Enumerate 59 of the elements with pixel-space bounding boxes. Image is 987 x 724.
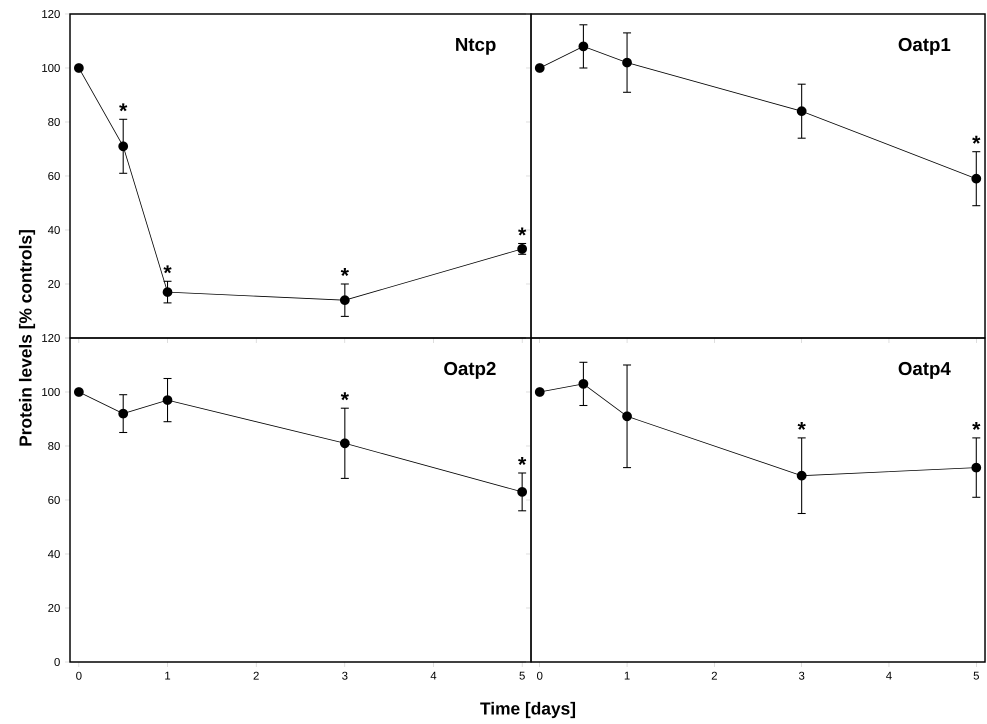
point — [622, 411, 632, 422]
point — [796, 106, 807, 116]
x-tick-label: 3 — [342, 672, 348, 680]
annotation: * — [518, 228, 526, 236]
annotation: * — [798, 422, 806, 430]
annotation: * — [340, 392, 349, 400]
y-tick-label: 20 — [48, 604, 60, 612]
point — [74, 63, 84, 73]
y-axis-title: Protein levels [% controls] — [18, 230, 36, 446]
y-tick-label: 120 — [42, 10, 60, 18]
text: Ntcp — [456, 38, 496, 55]
y-tick-label: 100 — [42, 388, 60, 396]
point — [534, 387, 545, 397]
point — [118, 408, 128, 418]
y-tick-label: 80 — [48, 442, 60, 450]
point — [622, 58, 632, 68]
text: Oatp1 — [898, 38, 950, 55]
annotation: * — [340, 268, 349, 276]
x-tick-label: 3 — [798, 672, 804, 680]
y-tick-label: 0 — [54, 658, 60, 666]
point — [340, 438, 350, 448]
point — [578, 379, 588, 389]
x-axis-title: Time [days] — [480, 702, 576, 718]
x-tick-label: 2 — [254, 672, 259, 680]
x-tick-label: 0 — [537, 672, 542, 680]
y-tick-label: 120 — [42, 334, 60, 342]
y-tick-label: 60 — [48, 496, 60, 504]
x-tick-label: 4 — [886, 672, 892, 680]
x-tick-label: 5 — [974, 672, 979, 680]
y-tick-label: 80 — [48, 118, 60, 126]
x-tick-label: 5 — [519, 672, 525, 680]
annotation: * — [518, 457, 526, 465]
point — [971, 462, 982, 472]
point — [796, 470, 807, 481]
x-tick-label: 1 — [165, 672, 170, 680]
text: Oatp2 — [444, 362, 496, 379]
point — [162, 287, 172, 297]
x-tick-label: 2 — [712, 672, 717, 680]
y-tick-label: 60 — [48, 172, 60, 180]
point — [517, 487, 528, 497]
point — [74, 387, 84, 397]
y-tick-label: 40 — [48, 550, 60, 558]
y-tick-label: 100 — [42, 64, 60, 72]
point — [578, 41, 588, 52]
point — [162, 395, 172, 405]
point — [340, 295, 350, 306]
point — [971, 174, 982, 184]
x-tick-label: 1 — [624, 672, 630, 680]
annotation: * — [972, 136, 980, 144]
annotation: * — [119, 103, 128, 112]
point — [534, 63, 545, 73]
text: Oatp4 — [898, 362, 951, 379]
x-tick-label: 4 — [430, 672, 436, 680]
y-tick-label: 40 — [48, 226, 60, 234]
annotation: * — [163, 265, 172, 274]
point — [118, 141, 128, 152]
x-tick-label: 0 — [76, 672, 82, 680]
annotation: * — [972, 422, 980, 430]
y-tick-label: 20 — [48, 280, 60, 288]
